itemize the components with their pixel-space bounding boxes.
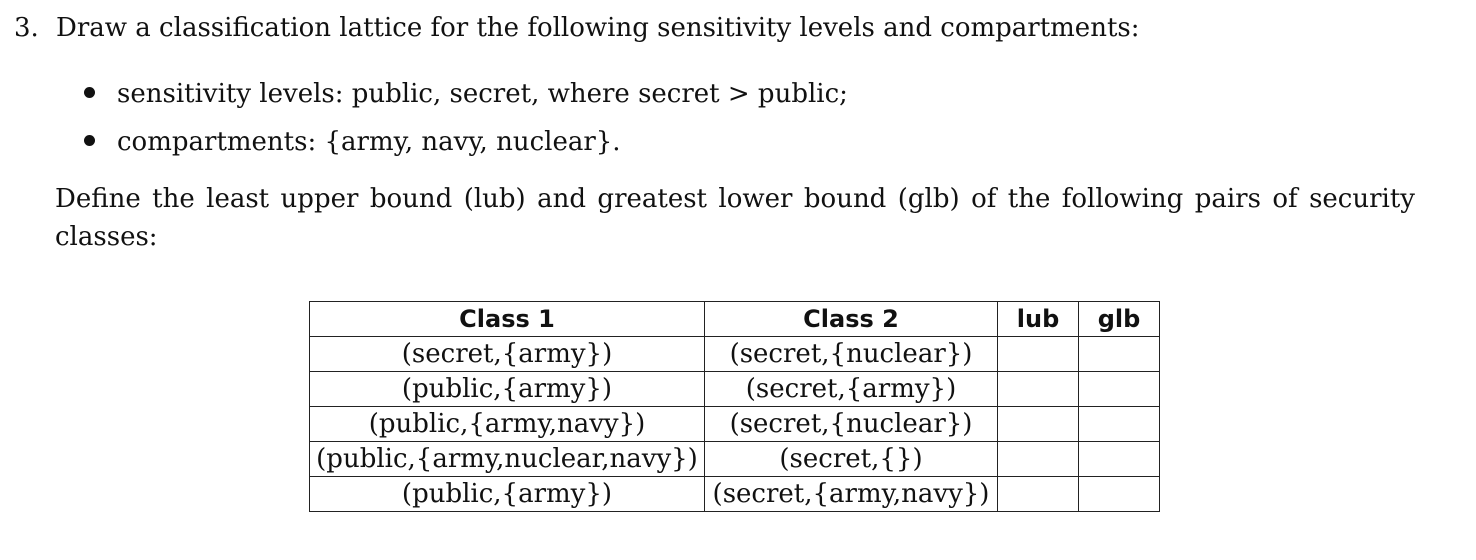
header-lub: lub: [997, 301, 1079, 337]
security-classes-table: Class 1 Class 2 lub glb (secret,{army}) …: [309, 301, 1160, 512]
glb-cell[interactable]: [1078, 336, 1160, 372]
table-row: (secret,{army}) (secret,{nuclear}): [309, 336, 1160, 372]
lub-cell[interactable]: [997, 476, 1079, 512]
class-1-cell: (public,{army,nuclear,navy}): [309, 441, 705, 477]
glb-cell[interactable]: [1078, 476, 1160, 512]
bullet-list: sensitivity levels: public, secret, wher…: [84, 70, 848, 166]
class-2-cell: (secret,{nuclear}): [704, 406, 998, 442]
question-number: 3.: [14, 13, 39, 43]
lub-cell[interactable]: [997, 371, 1079, 407]
bullet-item: compartments: {army, navy, nuclear}.: [84, 118, 848, 166]
bullet-icon: [84, 134, 95, 146]
bullet-text: compartments: {army, navy, nuclear}.: [117, 127, 621, 157]
class-1-cell: (public,{army}): [309, 371, 705, 407]
table-row: (public,{army,nuclear,navy}) (secret,{}): [309, 441, 1160, 477]
glb-cell[interactable]: [1078, 406, 1160, 442]
bullet-text: sensitivity levels: public, secret, wher…: [117, 79, 848, 109]
table-row: (public,{army}) (secret,{army,navy}): [309, 476, 1160, 512]
glb-cell[interactable]: [1078, 441, 1160, 477]
glb-cell[interactable]: [1078, 371, 1160, 407]
class-1-cell: (public,{army,navy}): [309, 406, 705, 442]
table-row: (public,{army,navy}) (secret,{nuclear}): [309, 406, 1160, 442]
table-header-row: Class 1 Class 2 lub glb: [309, 301, 1160, 337]
header-class-2: Class 2: [704, 301, 998, 337]
bullet-item: sensitivity levels: public, secret, wher…: [84, 70, 848, 118]
bullet-icon: [84, 86, 95, 98]
class-2-cell: (secret,{army,navy}): [704, 476, 998, 512]
table-row: (public,{army}) (secret,{army}): [309, 371, 1160, 407]
lub-cell[interactable]: [997, 406, 1079, 442]
question-line: 3. Draw a classification lattice for the …: [14, 8, 1140, 48]
header-class-1: Class 1: [309, 301, 705, 337]
header-glb: glb: [1078, 301, 1160, 337]
define-paragraph: Define the least upper bound (lub) and g…: [55, 184, 1415, 252]
class-1-cell: (public,{army}): [309, 476, 705, 512]
class-1-cell: (secret,{army}): [309, 336, 705, 372]
question-prompt: Draw a classification lattice for the fo…: [56, 13, 1140, 43]
class-2-cell: (secret,{nuclear}): [704, 336, 998, 372]
lub-cell[interactable]: [997, 441, 1079, 477]
class-2-cell: (secret,{army}): [704, 371, 998, 407]
lub-cell[interactable]: [997, 336, 1079, 372]
class-2-cell: (secret,{}): [704, 441, 998, 477]
